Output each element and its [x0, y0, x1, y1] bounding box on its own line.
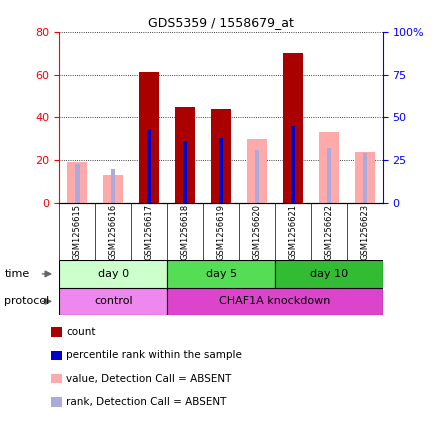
Bar [147, 129, 151, 203]
Bar [167, 260, 275, 288]
Text: count: count [66, 327, 95, 337]
Title: GDS5359 / 1558679_at: GDS5359 / 1558679_at [148, 16, 294, 29]
Text: GSM1256615: GSM1256615 [73, 203, 82, 260]
Text: GSM1256619: GSM1256619 [216, 203, 226, 260]
Bar [75, 164, 80, 203]
Bar [363, 154, 367, 203]
Bar [67, 162, 87, 203]
Bar [275, 260, 383, 288]
Text: protocol: protocol [4, 297, 50, 306]
Bar [51, 397, 62, 407]
Bar [291, 126, 295, 203]
Text: value, Detection Call = ABSENT: value, Detection Call = ABSENT [66, 374, 231, 384]
Bar [111, 169, 115, 203]
Bar [103, 175, 123, 203]
Bar [355, 152, 375, 203]
Bar [283, 53, 303, 203]
Bar [255, 150, 259, 203]
Text: CHAF1A knockdown: CHAF1A knockdown [219, 297, 331, 306]
Text: GSM1256621: GSM1256621 [289, 203, 297, 260]
Bar [327, 148, 331, 203]
Text: day 0: day 0 [98, 269, 129, 279]
Bar [51, 374, 62, 383]
Bar [51, 327, 62, 337]
Text: GSM1256617: GSM1256617 [145, 203, 154, 260]
Bar [219, 138, 223, 203]
Bar [319, 132, 339, 203]
Bar [211, 109, 231, 203]
Bar [183, 141, 187, 203]
Text: GSM1256623: GSM1256623 [360, 203, 369, 260]
Text: control: control [94, 297, 132, 306]
Text: GSM1256618: GSM1256618 [181, 203, 190, 260]
Text: GSM1256616: GSM1256616 [109, 203, 118, 260]
Text: time: time [4, 269, 29, 279]
Text: rank, Detection Call = ABSENT: rank, Detection Call = ABSENT [66, 397, 226, 407]
Bar [59, 260, 167, 288]
Bar [167, 288, 383, 315]
Bar [139, 72, 159, 203]
Text: day 5: day 5 [205, 269, 237, 279]
Bar [59, 288, 167, 315]
Bar [51, 351, 62, 360]
Bar [247, 139, 267, 203]
Text: GSM1256620: GSM1256620 [253, 203, 261, 260]
Bar [175, 107, 195, 203]
Text: GSM1256622: GSM1256622 [324, 203, 334, 260]
Text: day 10: day 10 [310, 269, 348, 279]
Text: percentile rank within the sample: percentile rank within the sample [66, 350, 242, 360]
